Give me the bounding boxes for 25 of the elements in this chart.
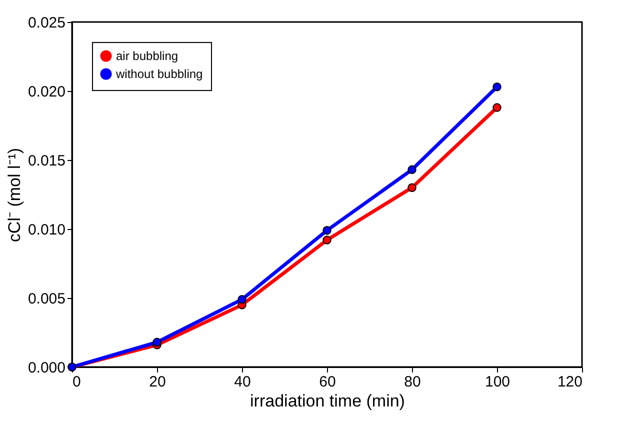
x-tick-label: 0	[72, 374, 81, 390]
x-tick-label: 100	[484, 374, 510, 390]
x-tick-label: 20	[149, 374, 166, 390]
point	[238, 295, 246, 304]
legend-label: without bubbling	[115, 67, 203, 81]
point	[322, 226, 332, 235]
y-tick-label: 0.000	[28, 360, 66, 376]
x-tick-label: 80	[404, 374, 421, 390]
x-axis-title: irradiation time (min)	[250, 392, 405, 410]
y-tick-label: 0.025	[28, 14, 66, 32]
x-tick-label: 60	[319, 374, 336, 390]
legend-label: air bubbling	[116, 49, 178, 63]
point	[492, 103, 502, 112]
y-tick-label: 0.010	[28, 222, 66, 238]
x-tick-label: 120	[557, 374, 582, 390]
point	[408, 165, 416, 174]
point	[408, 183, 416, 192]
point	[152, 338, 162, 347]
x-tick-label: 40	[234, 374, 251, 390]
y-tick-label: 0.005	[28, 290, 66, 308]
y-axis-title: cCl⁻ (mol l⁻¹)	[4, 148, 24, 242]
point	[492, 82, 502, 92]
point	[322, 236, 332, 244]
y-tick-label: 0.020	[28, 84, 66, 100]
y-tick-label: 0.015	[28, 152, 66, 170]
